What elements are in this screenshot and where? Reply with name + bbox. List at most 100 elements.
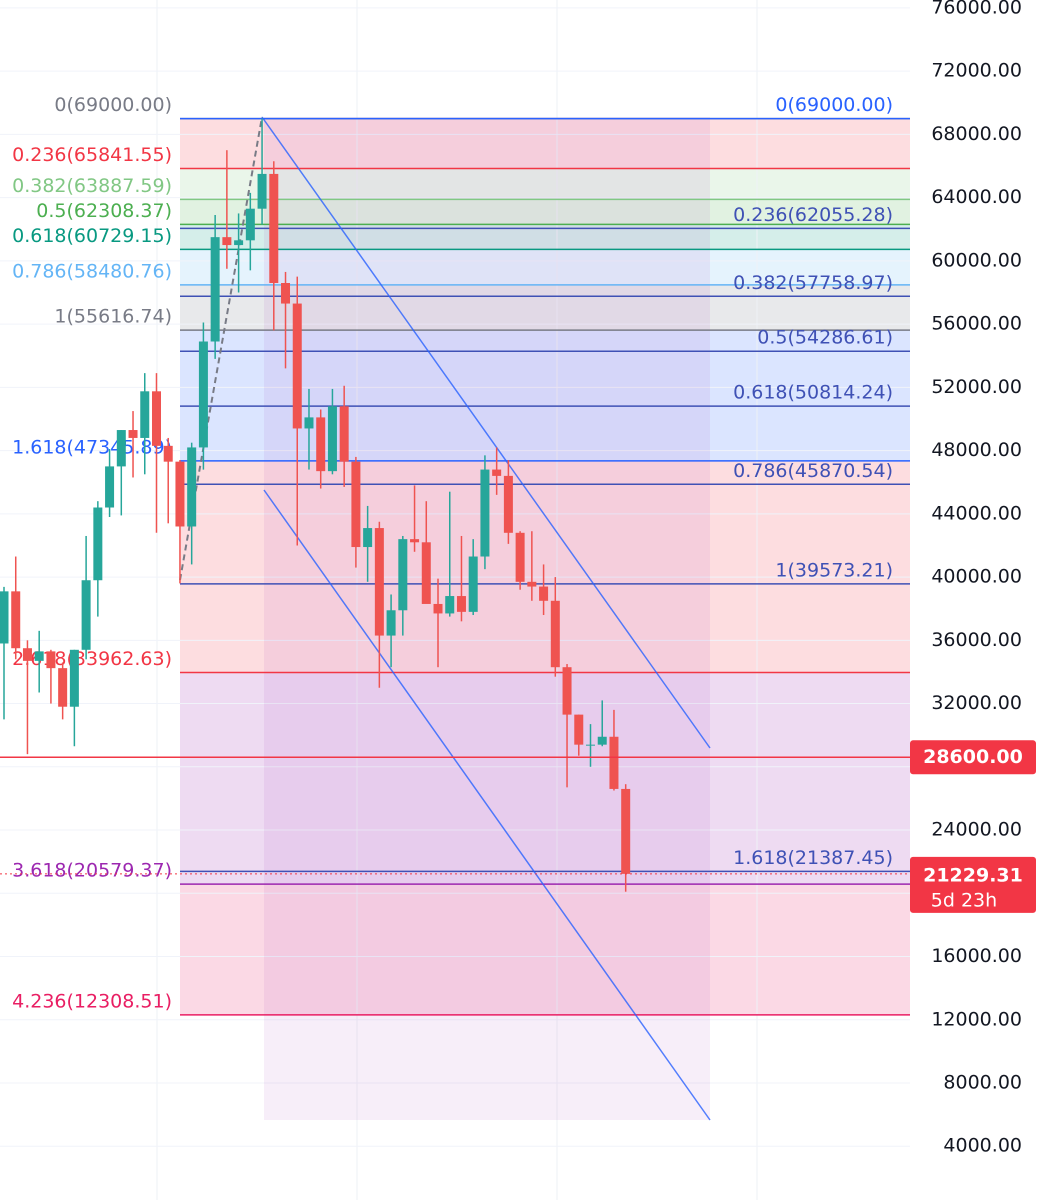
- fib-label: 1.618(47345.89): [12, 436, 172, 458]
- candle-body: [398, 539, 408, 611]
- candle-body: [175, 461, 185, 527]
- fib-label: 0(69000.00): [775, 94, 893, 116]
- y-tick-label: 48000.00: [931, 439, 1022, 461]
- fib-label: 0.382(63887.59): [12, 175, 172, 197]
- fib-band: [180, 460, 910, 673]
- y-tick-label: 60000.00: [931, 249, 1022, 271]
- candle-body: [597, 736, 607, 745]
- fib-label: 0.382(57758.97): [733, 272, 893, 294]
- fib-label: 0.236(65841.55): [12, 144, 172, 166]
- candle-body: [58, 668, 68, 707]
- y-tick-label: 64000.00: [931, 186, 1022, 208]
- fib-label: 1.618(21387.45): [733, 847, 893, 869]
- hline-tag-label: 28600.00: [923, 746, 1023, 768]
- channel-shade: [264, 117, 710, 1120]
- y-tick-label: 76000.00: [931, 0, 1022, 18]
- channel: [261, 116, 711, 1121]
- y-tick-label: 4000.00: [943, 1135, 1022, 1157]
- candle-body: [492, 469, 502, 476]
- candle-body: [327, 406, 337, 472]
- candle-body: [0, 591, 9, 644]
- y-tick-label: 56000.00: [931, 313, 1022, 335]
- fib-label: 1(39573.21): [775, 559, 893, 581]
- candle-body: [445, 596, 455, 614]
- candle-body: [269, 173, 279, 284]
- candle-body: [515, 532, 525, 582]
- candle-body: [151, 391, 161, 446]
- candle-body: [140, 391, 150, 438]
- candle-body: [586, 744, 595, 746]
- y-tick-label: 36000.00: [931, 629, 1022, 651]
- candle-body: [163, 445, 173, 462]
- fib-label: 0.786(58480.76): [12, 260, 172, 282]
- candle-body: [22, 648, 32, 661]
- candle-body: [503, 475, 513, 533]
- candle-body: [128, 430, 138, 438]
- candle-body: [93, 507, 103, 581]
- fib-label: 0.618(50814.24): [733, 382, 893, 404]
- price-axis: 4000.008000.0012000.0016000.0020000.0024…: [910, 0, 1036, 1157]
- candle-body: [210, 237, 220, 342]
- y-tick-label: 8000.00: [943, 1072, 1022, 1094]
- candle-body: [69, 649, 79, 707]
- candle-body: [574, 714, 584, 745]
- candle-body: [421, 542, 431, 604]
- y-tick-label: 40000.00: [931, 566, 1022, 588]
- candle-body: [456, 596, 466, 612]
- candle-body: [292, 303, 302, 429]
- fib-label: 0.5(62308.37): [36, 200, 172, 222]
- fib-anchor: [179, 116, 263, 581]
- y-tick-label: 16000.00: [931, 945, 1022, 967]
- fib-levels: 0(69000.00) 0.236(65841.55) 0.382(63887.59…: [12, 94, 910, 1016]
- fib-band: [180, 672, 910, 885]
- candle-body: [281, 283, 291, 304]
- candle-body: [81, 580, 91, 650]
- candle-body: [304, 417, 314, 429]
- fib-label: 0(69000.00): [54, 94, 172, 116]
- fib-label: 1(55616.74): [54, 306, 172, 328]
- fib-label: 0.618(60729.15): [12, 225, 172, 247]
- candle-body: [386, 610, 396, 636]
- candle-body: [46, 651, 56, 669]
- y-tick-label: 44000.00: [931, 502, 1022, 524]
- candle-body: [539, 586, 549, 601]
- y-tick-label: 32000.00: [931, 692, 1022, 714]
- candle-body: [363, 528, 373, 548]
- candle-body: [410, 539, 420, 543]
- candle-body: [527, 581, 537, 587]
- candle-body: [480, 469, 490, 557]
- candle-body: [198, 341, 208, 448]
- last-price-label: 21229.31: [923, 864, 1023, 886]
- channel-upper: [261, 116, 711, 749]
- y-tick-label: 52000.00: [931, 376, 1022, 398]
- fib-label: 3.618(20579.37): [12, 860, 172, 882]
- last-price-tag: [910, 856, 1036, 913]
- fib-band: [180, 118, 910, 169]
- candle-body: [433, 603, 443, 614]
- candle-body: [609, 736, 619, 789]
- countdown-label: 5d 23h: [931, 889, 997, 911]
- candle-body: [222, 237, 232, 246]
- fib-bands: [180, 118, 910, 1015]
- candle-body: [116, 430, 126, 467]
- y-tick-label: 68000.00: [931, 123, 1022, 145]
- y-tick-label: 72000.00: [931, 60, 1022, 82]
- candle-body: [339, 406, 349, 462]
- candle-body: [34, 651, 44, 661]
- candle-body: [562, 667, 572, 715]
- candle-body: [468, 556, 478, 612]
- hline-tag: [910, 740, 1036, 775]
- candle-body: [351, 461, 361, 548]
- fib-label: 4.236(12308.51): [12, 990, 172, 1012]
- candle-body: [105, 466, 115, 508]
- channel-lower: [263, 489, 711, 1121]
- candle-body: [245, 208, 255, 241]
- candle-body: [11, 591, 21, 649]
- candle-body: [187, 447, 197, 527]
- candle-body: [257, 173, 267, 209]
- fib-band: [180, 249, 910, 285]
- fib-band: [180, 884, 910, 1015]
- fib-label: 0.236(62055.28): [733, 204, 893, 226]
- candle-body: [374, 528, 384, 636]
